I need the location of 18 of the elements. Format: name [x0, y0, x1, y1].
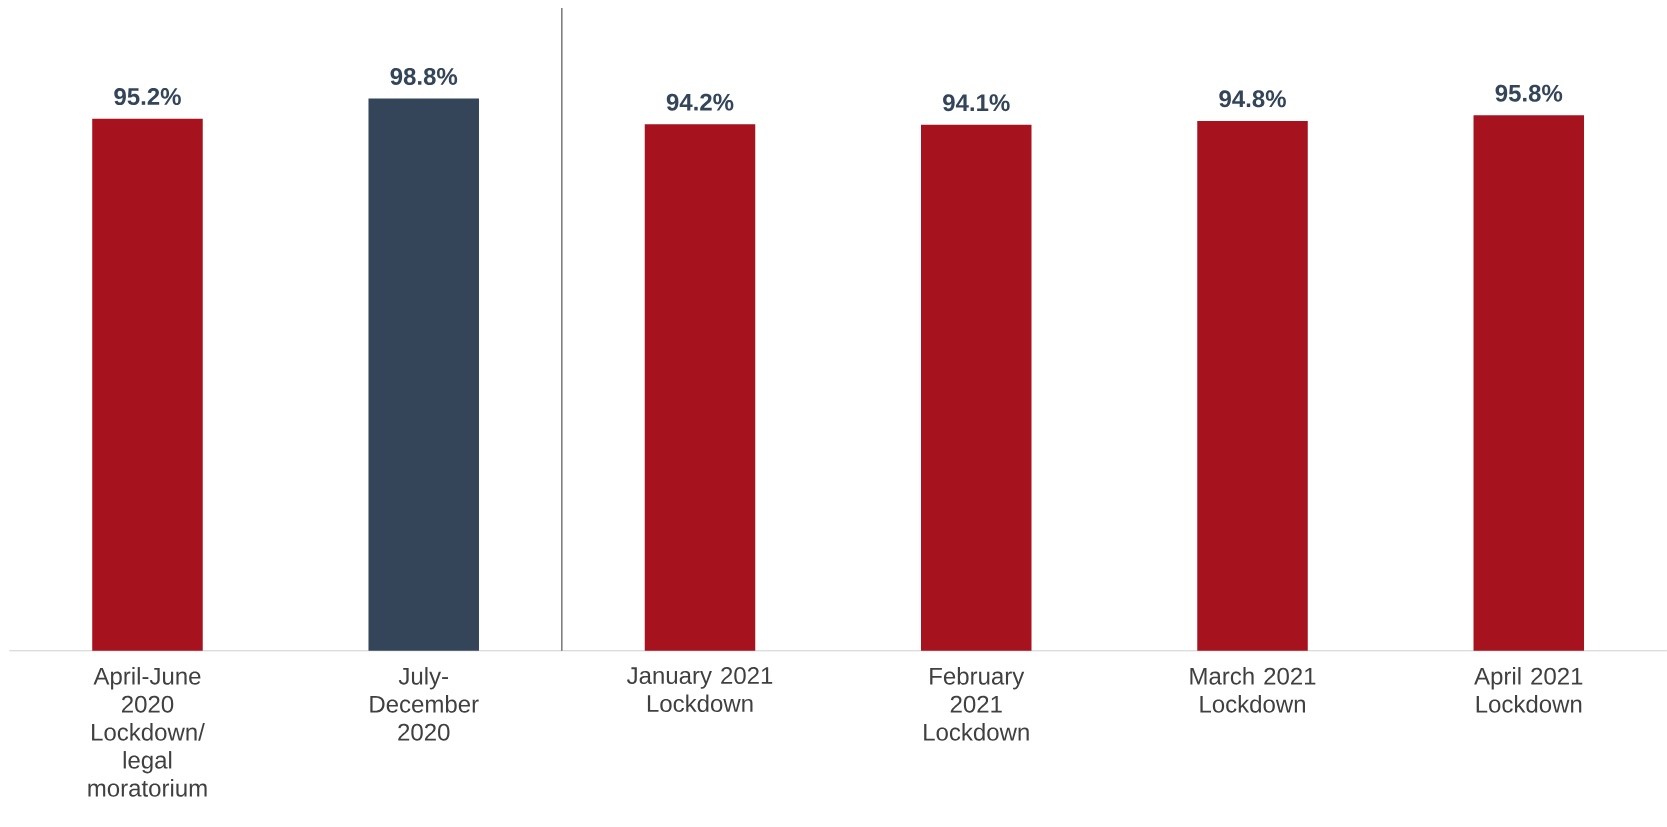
data-label: 94.2%: [666, 93, 734, 111]
bar: [92, 118, 203, 651]
data-label: 95.2%: [114, 88, 181, 106]
x-tick-label: March 2021 Lockdown: [1190, 667, 1316, 713]
bar: [368, 98, 479, 651]
x-tick-label: February 2021 Lockdown: [924, 667, 1029, 741]
data-label: 94.1%: [943, 94, 1010, 112]
bar: [921, 124, 1032, 651]
x-tick-label: July-December 2020: [370, 667, 479, 741]
data-label: 94.8%: [1219, 90, 1286, 108]
x-tick-label: April 2021 Lockdown: [1474, 667, 1583, 713]
x-tick-label: April-June 2020 Lockdown/ legal moratorium: [88, 667, 207, 797]
x-tick-label: January 2021 Lockdown: [626, 667, 773, 713]
bar: [1197, 120, 1308, 651]
bar: [1473, 115, 1585, 651]
data-label: 98.8%: [390, 68, 458, 86]
data-label: 95.8%: [1495, 84, 1563, 102]
bar: [644, 124, 756, 651]
